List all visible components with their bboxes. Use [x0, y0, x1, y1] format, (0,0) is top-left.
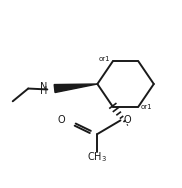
Text: or1: or1	[98, 55, 110, 61]
Text: or1: or1	[140, 104, 152, 110]
Text: O: O	[124, 115, 131, 125]
Text: O: O	[57, 115, 65, 125]
Text: N: N	[40, 82, 47, 92]
Text: H: H	[40, 86, 47, 96]
Text: $\mathregular{CH_3}$: $\mathregular{CH_3}$	[87, 150, 107, 164]
Polygon shape	[54, 84, 97, 92]
